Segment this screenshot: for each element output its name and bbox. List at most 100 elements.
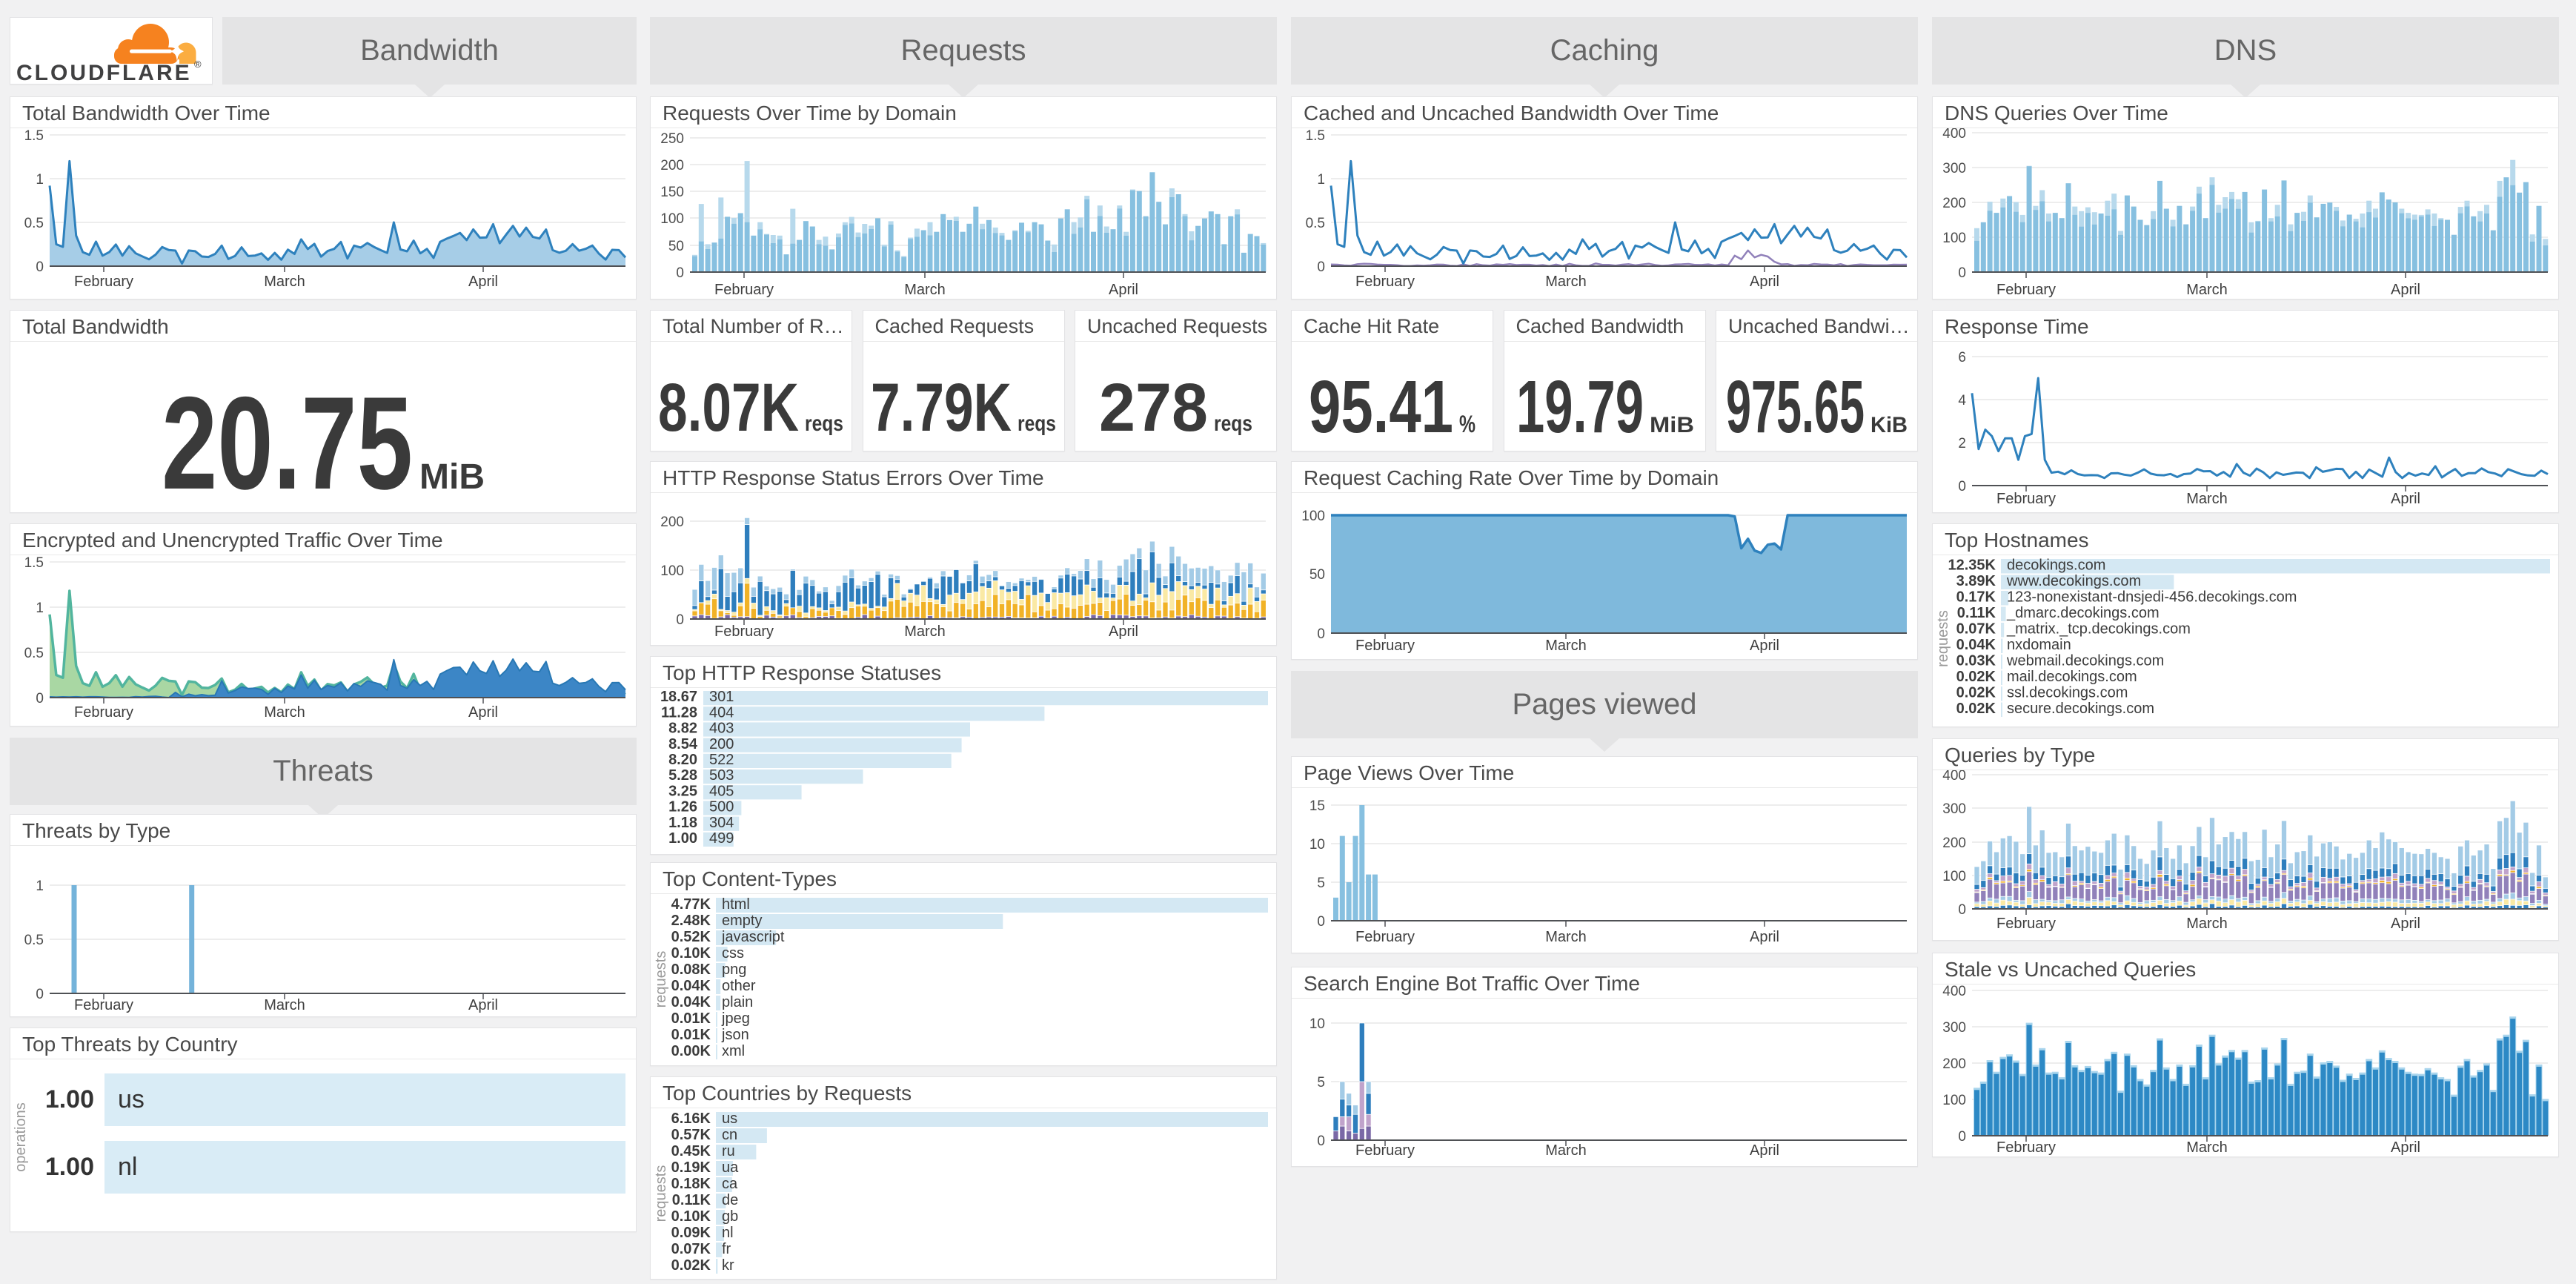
svg-text:15: 15 xyxy=(1309,798,1325,814)
svg-text:0: 0 xyxy=(1317,914,1325,930)
svg-text:100: 100 xyxy=(660,563,684,579)
svg-text:278: 278 xyxy=(1099,370,1208,446)
svg-text:1: 1 xyxy=(1317,172,1325,188)
svg-text:April: April xyxy=(1750,1142,1779,1159)
svg-text:ca: ca xyxy=(722,1176,738,1192)
svg-text:April: April xyxy=(1750,638,1779,654)
svg-text:0.04K: 0.04K xyxy=(671,994,711,1010)
svg-text:250: 250 xyxy=(660,131,684,147)
svg-text:5: 5 xyxy=(1317,1075,1325,1091)
svg-text:0: 0 xyxy=(36,259,44,275)
svg-text:200: 200 xyxy=(660,514,684,530)
svg-text:javascript: javascript xyxy=(721,929,785,945)
svg-text:_dmarc.decokings.com: _dmarc.decokings.com xyxy=(2006,605,2160,621)
svg-text:de: de xyxy=(722,1192,738,1208)
svg-text:304: 304 xyxy=(709,815,734,831)
svg-text:kr: kr xyxy=(722,1257,734,1274)
svg-text:0: 0 xyxy=(1958,1129,1966,1145)
svg-text:0.5: 0.5 xyxy=(24,646,44,661)
svg-text:0.17K: 0.17K xyxy=(1956,589,1996,606)
svg-text:18.67: 18.67 xyxy=(660,689,697,705)
svg-text:1.26: 1.26 xyxy=(668,799,697,815)
svg-text:6: 6 xyxy=(1958,350,1966,365)
svg-text:400: 400 xyxy=(1942,984,1966,999)
svg-text:February: February xyxy=(74,704,133,721)
svg-text:404: 404 xyxy=(709,704,734,721)
svg-text:0.09K: 0.09K xyxy=(671,1225,711,1241)
svg-text:0.04K: 0.04K xyxy=(1956,637,1996,653)
svg-text:March: March xyxy=(1545,274,1587,290)
svg-text:100: 100 xyxy=(1942,1093,1966,1108)
svg-text:0: 0 xyxy=(1958,902,1966,918)
svg-text:secure.decokings.com: secure.decokings.com xyxy=(2007,701,2154,717)
svg-text:0.11K: 0.11K xyxy=(1957,605,1996,621)
svg-text:1.5: 1.5 xyxy=(1306,128,1325,144)
svg-text:8.20: 8.20 xyxy=(668,752,697,768)
svg-text:0.02K: 0.02K xyxy=(1956,669,1996,685)
svg-text:50: 50 xyxy=(1309,567,1325,583)
svg-text:503: 503 xyxy=(709,767,734,784)
svg-text:png: png xyxy=(722,962,746,978)
svg-text:jpeg: jpeg xyxy=(721,1010,750,1027)
svg-text:April: April xyxy=(2391,491,2420,507)
svg-text:0.02K: 0.02K xyxy=(1956,701,1996,717)
svg-text:3.89K: 3.89K xyxy=(1956,573,1996,589)
svg-text:150: 150 xyxy=(660,185,684,200)
svg-text:405: 405 xyxy=(709,783,734,799)
svg-text:200: 200 xyxy=(1942,835,1966,851)
svg-text:March: March xyxy=(264,704,305,721)
svg-text:0.5: 0.5 xyxy=(24,216,44,231)
svg-text:499: 499 xyxy=(709,830,734,847)
svg-text:0: 0 xyxy=(676,612,684,628)
svg-text:1: 1 xyxy=(36,172,44,188)
svg-text:April: April xyxy=(468,274,498,290)
svg-text:empty: empty xyxy=(722,913,762,929)
svg-text:0: 0 xyxy=(36,691,44,706)
svg-text:300: 300 xyxy=(1942,161,1966,176)
svg-text:50: 50 xyxy=(668,239,684,254)
svg-text:April: April xyxy=(2391,1139,2420,1156)
svg-text:decokings.com: decokings.com xyxy=(2007,557,2105,574)
svg-text:1.18: 1.18 xyxy=(668,815,697,831)
svg-text:March: March xyxy=(2186,491,2228,507)
svg-text:3.25: 3.25 xyxy=(668,783,697,799)
svg-text:reqs: reqs xyxy=(805,411,843,436)
svg-text:MiB: MiB xyxy=(419,457,485,497)
svg-text:json: json xyxy=(721,1027,749,1043)
svg-text:0.10K: 0.10K xyxy=(671,945,711,962)
svg-text:200: 200 xyxy=(709,736,734,752)
svg-text:100: 100 xyxy=(1301,509,1325,524)
svg-text:0.08K: 0.08K xyxy=(671,962,711,978)
svg-text:100: 100 xyxy=(1942,869,1966,884)
svg-text:April: April xyxy=(2391,282,2420,298)
svg-text:March: March xyxy=(904,623,946,640)
svg-text:xml: xml xyxy=(722,1043,745,1059)
svg-text:123-nonexistant-dnsjedi-456.de: 123-nonexistant-dnsjedi-456.decokings.co… xyxy=(2007,589,2297,606)
svg-text:February: February xyxy=(1355,1142,1415,1159)
svg-text:nl: nl xyxy=(722,1225,734,1241)
svg-text:webmail.decokings.com: webmail.decokings.com xyxy=(2006,653,2164,669)
svg-text:95.41: 95.41 xyxy=(1309,365,1453,449)
svg-text:0.52K: 0.52K xyxy=(671,929,711,945)
svg-text:February: February xyxy=(74,997,133,1013)
svg-text:500: 500 xyxy=(709,799,734,815)
svg-text:0.11K: 0.11K xyxy=(672,1192,711,1208)
svg-text:403: 403 xyxy=(709,721,734,737)
svg-text:%: % xyxy=(1459,411,1475,437)
svg-text:0.45K: 0.45K xyxy=(671,1143,711,1159)
svg-text:0.10K: 0.10K xyxy=(671,1208,711,1225)
svg-text:0: 0 xyxy=(1317,1134,1325,1149)
svg-text:4: 4 xyxy=(1958,393,1966,408)
svg-text:20.75: 20.75 xyxy=(162,369,413,512)
svg-text:0.02K: 0.02K xyxy=(671,1257,711,1274)
svg-text:February: February xyxy=(1355,274,1415,290)
svg-text:400: 400 xyxy=(1942,128,1966,142)
svg-text:April: April xyxy=(468,704,498,721)
svg-text:KiB: KiB xyxy=(1870,413,1908,437)
svg-text:6.16K: 6.16K xyxy=(671,1111,711,1127)
svg-text:March: March xyxy=(1545,929,1587,945)
svg-text:2.48K: 2.48K xyxy=(671,913,711,929)
svg-text:CLOUDFLARE: CLOUDFLARE xyxy=(16,61,192,84)
svg-text:April: April xyxy=(468,997,498,1013)
svg-text:March: March xyxy=(1545,638,1587,654)
